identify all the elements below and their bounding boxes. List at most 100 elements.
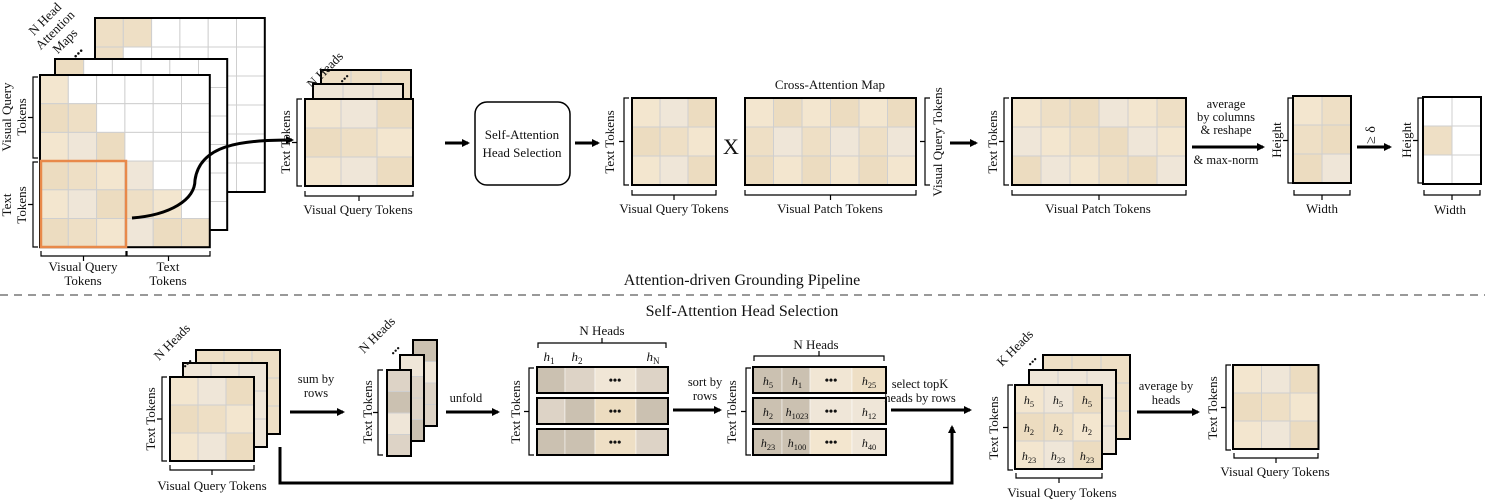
head-label: h2: [1053, 421, 1063, 437]
grid-cell: [96, 189, 126, 220]
grid-cell: [1072, 384, 1103, 414]
row-border: [536, 397, 669, 425]
bracket: [1015, 473, 1103, 483]
grid-cell: [1232, 420, 1262, 450]
grid-cell: [773, 97, 803, 128]
ellipsis-icon: •••: [825, 373, 838, 387]
head-cell: [564, 428, 596, 456]
grid-cell: [1098, 155, 1129, 186]
label: average: [1207, 97, 1246, 111]
grid-cell: [659, 126, 689, 157]
label: average by: [1139, 379, 1194, 393]
grid-cell: [1321, 95, 1352, 126]
grid-cell: [197, 432, 227, 462]
grid-cell: [236, 46, 266, 77]
label: Cross-Attention Map: [775, 77, 885, 92]
label: Text Tokens: [1205, 376, 1220, 439]
grid-cell: [687, 97, 717, 128]
head-label: h1: [543, 349, 554, 366]
head-index: 5: [1030, 400, 1034, 409]
label: Self-Attention: [485, 127, 560, 142]
label: Head Selection: [482, 145, 562, 160]
head-cell: [781, 366, 811, 394]
head-symbol: h: [786, 405, 792, 419]
head-cell: [752, 428, 783, 456]
label: Text Tokens: [985, 110, 1000, 173]
cross-attention-map: [744, 97, 917, 186]
head-label: hN: [646, 349, 660, 366]
head-index: 100: [794, 443, 807, 452]
grid-cell: [39, 218, 69, 248]
grid-border: [1014, 384, 1103, 470]
grid-cell: [1040, 97, 1071, 128]
grid-cell: [1451, 96, 1482, 127]
grid-border: [744, 97, 917, 186]
head-symbol: h: [1022, 449, 1028, 463]
grid-cell: [236, 162, 266, 193]
label: Text: [0, 193, 14, 216]
skip-connection-arrow-icon: [278, 425, 956, 485]
pipeline-title: Attention-driven Grounding Pipeline: [624, 272, 860, 289]
head-label: h2: [763, 405, 773, 421]
grid-cell: [1289, 364, 1319, 394]
head-symbol: h: [1080, 449, 1086, 463]
head-index: 23: [1028, 456, 1036, 465]
head-symbol: h: [1082, 393, 1088, 407]
head-index: 23: [1057, 456, 1065, 465]
label: Text Tokens: [508, 380, 523, 443]
bracket: [741, 367, 751, 456]
row-border: [752, 428, 887, 456]
grid-cell: [1011, 155, 1042, 186]
grid-cell: [801, 155, 831, 186]
sorted-row: [752, 428, 887, 456]
grid-cell: [830, 97, 860, 128]
grid-cell: [376, 127, 414, 158]
grid-cell: [67, 160, 98, 191]
grid-cell: [1261, 392, 1291, 422]
grid-border: [1232, 364, 1320, 450]
head-symbol: h: [1051, 449, 1057, 463]
grid-cell: [1069, 97, 1100, 128]
selected-attention-map: [631, 97, 717, 186]
grid-cell: [225, 404, 255, 434]
ellipsis-icon: •••: [609, 373, 622, 387]
head-index: 2: [769, 412, 773, 421]
label: Visual Query: [0, 82, 14, 151]
head-cell: [594, 428, 637, 456]
grid-cell: [96, 160, 126, 191]
grid-cell: [181, 131, 211, 162]
grid-cell: [151, 17, 181, 48]
grid-cell: [386, 369, 412, 392]
grid-cell: [773, 126, 803, 157]
grid-cell: [1098, 126, 1129, 157]
grid-cell: [1451, 154, 1482, 185]
head-label: h5: [1082, 393, 1092, 409]
label: Height: [1399, 122, 1414, 158]
grid-cell: [1321, 124, 1352, 155]
grid-border: [169, 376, 255, 462]
head-cell: [809, 397, 853, 425]
unfolded-row: [536, 397, 669, 425]
grid-cell: [1127, 126, 1158, 157]
grid-cell: [179, 17, 209, 48]
label: sum by: [298, 372, 335, 386]
grid-cell: [386, 434, 412, 457]
head-label: h5: [1024, 393, 1034, 409]
grid-cell: [181, 103, 211, 133]
head-index: N: [653, 356, 660, 366]
grid-cell: [1011, 97, 1042, 128]
head-cell: [851, 428, 887, 456]
grid-cell: [197, 404, 227, 434]
grid-cell: [169, 376, 199, 406]
head-cell: [536, 397, 566, 425]
head-cell: [536, 366, 566, 394]
head-index: 12: [868, 412, 876, 421]
threshold-label: ≥ δ: [1364, 126, 1379, 144]
grid-cell: [744, 155, 774, 186]
head-label: h40: [862, 436, 876, 452]
bracket: [169, 465, 255, 475]
grid-cell: [67, 74, 98, 105]
label: Visual Query Tokens: [303, 202, 412, 217]
bracket: [744, 190, 917, 200]
